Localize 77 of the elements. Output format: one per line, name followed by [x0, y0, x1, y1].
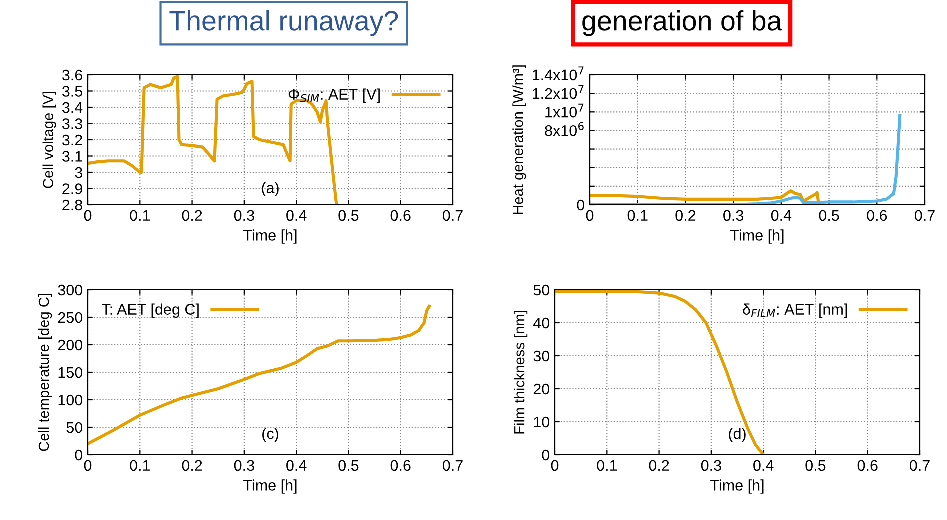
x-tick-label: 0.1	[130, 460, 150, 472]
y-tick-label: 200	[58, 340, 83, 351]
annotation: (c)	[262, 428, 278, 442]
y-tick-label: 1.2x10$^{7}$	[532, 85, 584, 100]
y-tick-label: 30	[534, 350, 550, 362]
x-tick-label: 0	[84, 210, 92, 222]
y-axis-title: Cell temperature [deg C]	[38, 294, 52, 452]
y-tick-label: 100	[58, 394, 83, 406]
y-tick-label: 20	[534, 384, 550, 395]
y-tick-label: 1.4x10$^{7}$	[532, 66, 584, 81]
y-tick-label: 50	[534, 284, 550, 296]
x-tick-label: 0.5	[806, 460, 826, 472]
y-tick-label: 3.6	[62, 70, 82, 81]
x-axis-title: Time [h]	[710, 480, 764, 494]
x-tick-label: 0.6	[867, 210, 888, 222]
y-tick-label: 300	[58, 284, 83, 296]
y-tick-label: 1x10$^{7}$	[546, 104, 584, 118]
line-series	[88, 304, 432, 446]
y-tick-label: 0	[577, 200, 585, 211]
y-tick-label: 3.2	[62, 134, 82, 146]
x-tick-label: 0.3	[234, 210, 254, 222]
x-tick-label: 0.1	[628, 210, 648, 222]
y-tick-label: 2.9	[62, 184, 82, 194]
y-axis-title: Cell voltage [V]	[42, 92, 56, 188]
line-series	[590, 190, 820, 205]
y-tick-label: 3.4	[62, 102, 83, 114]
x-tick-label: 0	[84, 460, 92, 472]
x-tick-label: 0.6	[390, 460, 411, 472]
x-tick-label: 0.2	[182, 460, 202, 472]
x-tick-label: 0.7	[442, 460, 463, 472]
x-tick-label: 0.3	[701, 460, 722, 472]
y-tick-label: 150	[58, 367, 83, 378]
annotation: (d)	[729, 428, 746, 442]
legend-label: Φ$_{SIM}$: AET [V]	[288, 88, 380, 103]
x-tick-label: 0.2	[676, 210, 696, 222]
annotation: (a)	[262, 182, 279, 197]
x-tick-label: 0.6	[390, 210, 411, 222]
legend-label: T: AET [deg C]	[102, 304, 199, 318]
x-tick-label: 0.4	[771, 210, 792, 222]
x-axis-title: Time [h]	[244, 480, 297, 494]
x-tick-label: 0.5	[819, 210, 840, 222]
y-tick-label: 3.1	[62, 151, 82, 162]
y-axis-title: Film thickness [nm]	[514, 311, 528, 434]
y-tick-label: 3.3	[62, 118, 82, 130]
y-tick-label: 250	[58, 312, 83, 324]
y-tick-label: 0	[75, 450, 83, 461]
legend-label: δ$_{FILM}$: AET [nm]	[743, 304, 848, 318]
text: generation of ba	[582, 10, 782, 36]
y-tick-label: 2.8	[62, 200, 82, 211]
y-tick-label: 8x10$^{6}$	[545, 122, 584, 136]
x-tick-label: 0.1	[130, 210, 150, 222]
x-tick-label: 0.4	[286, 210, 307, 222]
x-tick-label: 0.7	[910, 460, 930, 472]
y-tick-label: 50	[66, 422, 83, 434]
x-tick-label: 0.2	[182, 210, 202, 222]
line-series	[590, 114, 902, 205]
x-tick-label: 0.4	[286, 460, 307, 472]
x-tick-label: 0	[586, 210, 594, 222]
y-axis-title: Heat generation [W/m³]	[512, 66, 526, 214]
y-tick-label: 3.5	[62, 86, 82, 97]
x-tick-label: 0.7	[914, 210, 935, 222]
x-tick-label: 0.4	[754, 460, 774, 472]
x-tick-label: 0.3	[724, 210, 744, 222]
y-tick-label: 40	[534, 318, 550, 329]
y-tick-label: 10	[534, 416, 550, 428]
x-tick-label: 0.2	[649, 460, 670, 472]
x-axis-title: Time [h]	[730, 230, 784, 244]
y-tick-label: 0	[542, 450, 550, 461]
x-tick-label: 0.3	[234, 460, 254, 472]
x-tick-label: 0.6	[858, 460, 878, 472]
x-axis-title: Time [h]	[244, 230, 297, 244]
x-tick-label: 0.5	[338, 460, 359, 472]
text: Thermal runaway?	[170, 10, 398, 36]
x-tick-label: 0.5	[338, 210, 359, 222]
x-tick-label: 0.7	[442, 210, 463, 222]
y-tick-label: 3	[75, 167, 82, 178]
x-tick-label: 0.1	[597, 460, 618, 472]
